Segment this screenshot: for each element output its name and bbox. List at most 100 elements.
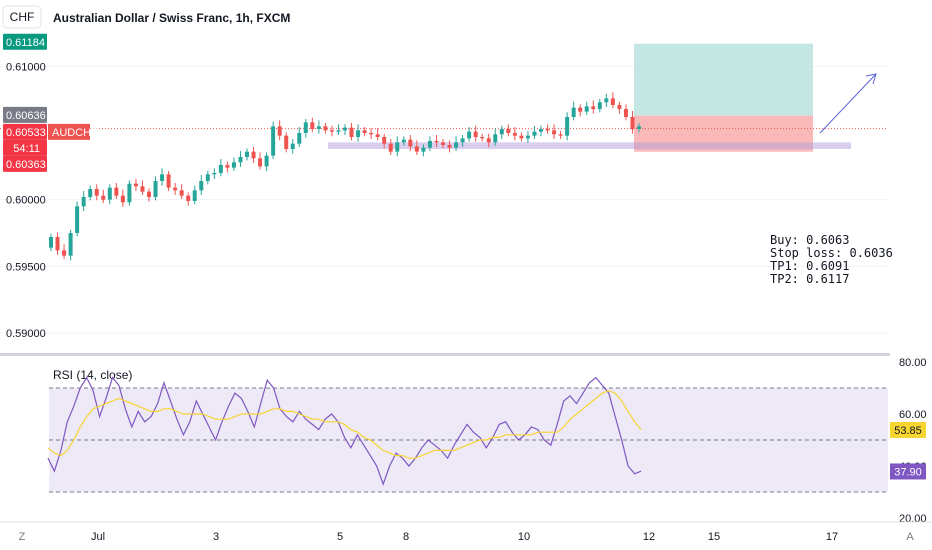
auto-scale-button[interactable]: A [906, 531, 914, 543]
candle[interactable] [584, 101, 589, 115]
candle[interactable] [532, 125, 537, 139]
support-zone[interactable] [328, 142, 851, 149]
candle[interactable] [160, 168, 165, 186]
candle[interactable] [623, 104, 628, 121]
candle[interactable] [545, 124, 550, 134]
candle[interactable] [506, 124, 511, 137]
candle[interactable] [297, 127, 302, 147]
candle[interactable] [245, 148, 249, 161]
candle[interactable] [186, 192, 191, 206]
candle[interactable] [421, 144, 426, 157]
price-axis[interactable]: 0.61000 0.60000 0.59500 0.59000 [6, 61, 46, 340]
candle[interactable] [467, 127, 472, 142]
candle[interactable] [578, 104, 583, 117]
candle[interactable] [591, 100, 596, 114]
candle[interactable] [362, 127, 367, 137]
candle[interactable] [238, 151, 243, 167]
candle[interactable] [277, 120, 282, 141]
candle[interactable] [473, 125, 478, 142]
candle[interactable] [454, 136, 459, 151]
candle[interactable] [610, 92, 615, 109]
candle[interactable] [75, 201, 80, 237]
trade-note[interactable]: Buy: 0.6063 Stop loss: 0.6036 TP1: 0.609… [770, 234, 893, 286]
candle[interactable] [166, 171, 171, 191]
candle[interactable] [493, 128, 498, 146]
candle[interactable] [414, 140, 419, 155]
candle[interactable] [329, 125, 334, 137]
candle[interactable] [62, 244, 67, 259]
candle[interactable] [480, 133, 485, 142]
candle[interactable] [434, 135, 439, 147]
candle[interactable] [558, 131, 563, 139]
candle[interactable] [552, 124, 557, 139]
candle[interactable] [147, 188, 151, 202]
candle[interactable] [427, 136, 432, 151]
candle[interactable] [284, 132, 289, 153]
candle[interactable] [519, 132, 524, 142]
candle[interactable] [49, 233, 53, 251]
candle[interactable] [127, 180, 132, 206]
candle[interactable] [375, 128, 380, 141]
rsi-pane[interactable] [47, 376, 888, 493]
candle[interactable] [382, 133, 387, 149]
candle[interactable] [271, 121, 276, 159]
candle[interactable] [153, 176, 158, 201]
candle[interactable] [597, 99, 602, 113]
candle[interactable] [565, 112, 570, 141]
candle[interactable] [349, 123, 354, 141]
candle[interactable] [205, 171, 210, 185]
candle[interactable] [303, 119, 308, 138]
candle[interactable] [81, 191, 86, 211]
candle[interactable] [173, 183, 178, 195]
candle[interactable] [140, 180, 145, 195]
candle[interactable] [486, 133, 491, 147]
candle[interactable] [637, 123, 641, 133]
candle[interactable] [114, 183, 119, 199]
candle[interactable] [604, 93, 609, 107]
candle[interactable] [290, 139, 295, 154]
currency-button[interactable] [2, 5, 42, 29]
candle[interactable] [356, 124, 361, 142]
candle[interactable] [231, 157, 236, 171]
candle[interactable] [192, 185, 197, 205]
candle[interactable] [408, 135, 413, 151]
target-zone[interactable] [634, 43, 813, 116]
candle[interactable] [401, 136, 406, 146]
candle[interactable] [310, 117, 315, 133]
candle[interactable] [617, 101, 622, 114]
candle[interactable] [499, 125, 504, 139]
candle[interactable] [94, 184, 99, 201]
candle[interactable] [218, 159, 223, 177]
candle[interactable] [251, 147, 256, 163]
candle[interactable] [225, 161, 230, 173]
candle[interactable] [447, 140, 452, 153]
candle[interactable] [264, 152, 269, 171]
candle[interactable] [133, 179, 138, 191]
rsi-ma-line[interactable] [47, 389, 642, 459]
candle[interactable] [441, 139, 445, 149]
candle[interactable] [316, 120, 321, 134]
candle[interactable] [323, 123, 328, 134]
candle[interactable] [88, 185, 93, 201]
candle[interactable] [388, 139, 393, 155]
projection-arrow[interactable] [819, 73, 877, 134]
time-axis[interactable]: Jul 3 5 8 10 12 15 17 [91, 531, 838, 543]
candle[interactable] [571, 101, 576, 121]
candle[interactable] [68, 229, 73, 261]
candle[interactable] [179, 184, 184, 199]
candle[interactable] [395, 136, 400, 157]
candle[interactable] [512, 127, 517, 141]
candle[interactable] [460, 135, 465, 147]
candle[interactable] [539, 125, 543, 137]
candle[interactable] [101, 189, 106, 203]
candle[interactable] [336, 124, 341, 135]
candle[interactable] [199, 175, 204, 195]
candle[interactable] [525, 131, 530, 143]
candle[interactable] [107, 184, 112, 205]
rsi-line[interactable] [47, 376, 642, 486]
candle[interactable] [630, 111, 635, 134]
candle[interactable] [369, 128, 374, 139]
candle[interactable] [120, 189, 125, 207]
